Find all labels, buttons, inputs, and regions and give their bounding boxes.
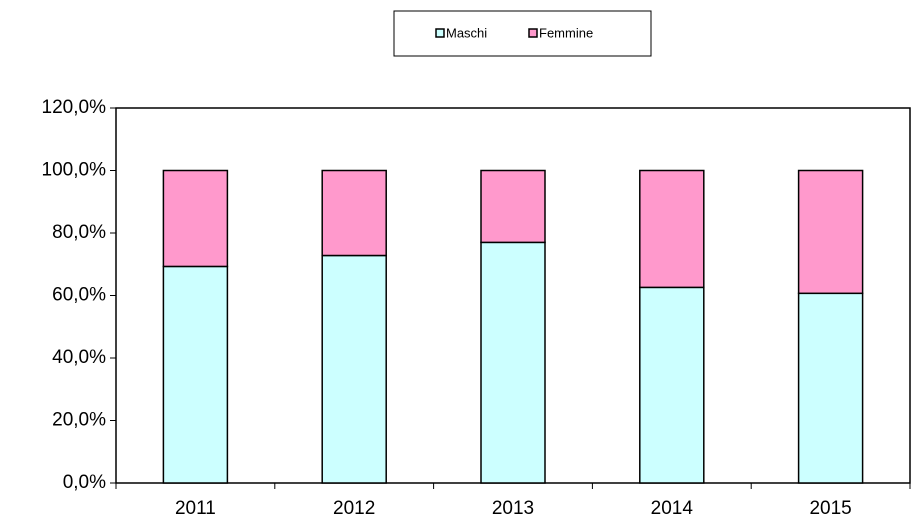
bar xyxy=(321,169,387,257)
bar xyxy=(797,169,864,295)
legend-swatch xyxy=(528,28,538,38)
y-tick-label: 100,0% xyxy=(42,160,107,181)
x-tick-label: 2015 xyxy=(809,498,851,519)
bar xyxy=(639,286,705,484)
y-tick-label: 20,0% xyxy=(52,410,106,431)
x-tick-label: 2014 xyxy=(651,498,694,519)
bar xyxy=(639,169,705,289)
bar xyxy=(480,169,546,244)
y-tick-label: 0,0% xyxy=(63,472,106,493)
legend-swatch xyxy=(435,28,445,38)
y-tick-label: 120,0% xyxy=(42,97,107,118)
bar xyxy=(480,241,546,484)
legend-box xyxy=(393,10,652,57)
x-tick-label: 2011 xyxy=(175,498,216,519)
legend-label: Femmine xyxy=(539,25,593,40)
x-tick-label: 2012 xyxy=(333,498,375,519)
legend-label: Maschi xyxy=(446,25,487,40)
bar xyxy=(162,265,229,484)
y-tick-label: 60,0% xyxy=(52,285,106,306)
y-tick-label: 40,0% xyxy=(52,347,106,368)
bar xyxy=(321,254,387,484)
bar xyxy=(162,169,229,268)
x-tick-label: 2013 xyxy=(492,498,534,519)
bar xyxy=(797,292,864,484)
y-tick-label: 80,0% xyxy=(52,222,106,243)
